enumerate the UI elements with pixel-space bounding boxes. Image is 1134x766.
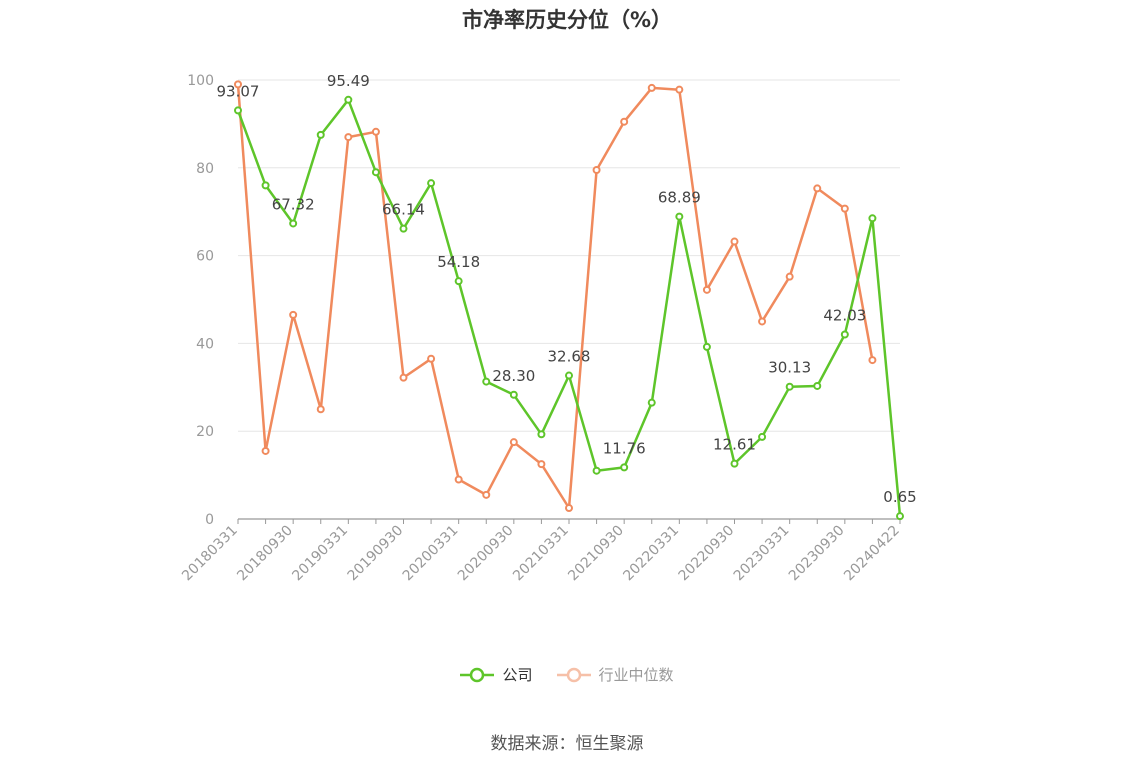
data-point-company [509, 390, 518, 399]
data-point-company [758, 432, 767, 441]
data-point-industry [344, 133, 353, 142]
x-tick-label: 20220331 [620, 523, 682, 585]
chart-title: 市净率历史分位（%） [461, 8, 673, 32]
data-point-company [785, 382, 794, 391]
data-point-industry [840, 204, 849, 213]
data-point-company [234, 106, 242, 115]
data-point-company [399, 224, 408, 233]
data-point-industry [592, 165, 601, 174]
data-label: 32.68 [548, 348, 591, 366]
x-tick-label: 20230331 [731, 523, 793, 585]
data-label: 42.03 [823, 306, 866, 324]
data-label: 93.07 [217, 82, 260, 100]
data-point-industry [427, 354, 436, 363]
series-line-company [236, 98, 902, 517]
data-point-company [371, 168, 380, 177]
data-label: 11.76 [603, 439, 646, 457]
data-point-industry [399, 373, 408, 382]
legend-industry-marker-icon [556, 667, 591, 682]
data-point-industry [565, 504, 573, 513]
series-line-industry [236, 84, 874, 510]
data-label: 30.13 [768, 359, 811, 377]
y-tick-label: 80 [196, 161, 214, 177]
x-tick-label: 20230930 [786, 523, 848, 585]
data-point-company [813, 381, 822, 390]
data-point-company [730, 459, 739, 468]
data-point-industry [316, 405, 325, 414]
data-point-company [647, 398, 656, 407]
data-point-company [702, 342, 711, 351]
data-point-company [261, 181, 270, 190]
data-source: 数据来源：恒生聚源 [490, 734, 644, 754]
data-point-company [482, 377, 491, 386]
data-label: 66.14 [382, 201, 425, 219]
data-point-industry [289, 310, 298, 319]
legend-item-company[interactable]: 公司 [460, 664, 533, 685]
data-point-industry [868, 356, 877, 365]
data-point-industry [620, 117, 629, 126]
data-point-industry [234, 80, 242, 89]
y-tick-label: 60 [196, 249, 214, 265]
data-point-company [868, 214, 877, 223]
data-point-industry [509, 438, 518, 447]
data-point-company [427, 179, 436, 188]
x-tick-label: 20180331 [179, 523, 241, 585]
data-point-company [675, 212, 684, 221]
data-point-industry [730, 237, 739, 246]
data-point-company [840, 330, 849, 339]
data-point-industry [537, 460, 546, 469]
data-point-industry [758, 317, 767, 326]
y-tick-label: 100 [187, 73, 214, 89]
x-tick-label: 20220930 [676, 523, 738, 585]
legend-label-company: 公司 [502, 666, 533, 684]
x-tick-label: 20200930 [455, 523, 517, 585]
legend-company-marker-icon [460, 667, 495, 682]
y-tick-label: 20 [196, 424, 214, 440]
data-label: 67.32 [272, 195, 315, 213]
data-label: 54.18 [437, 253, 480, 271]
data-label: 68.89 [658, 189, 701, 207]
data-point-company [289, 219, 298, 228]
x-tick-label: 20240422 [841, 523, 903, 585]
data-point-industry [454, 475, 463, 484]
data-point-industry [702, 285, 711, 294]
data-point-industry [371, 127, 380, 136]
data-point-industry [785, 272, 794, 281]
y-tick-label: 40 [196, 336, 214, 352]
data-label: 95.49 [327, 72, 370, 90]
x-tick-label: 20180930 [234, 523, 296, 585]
data-label: 28.30 [492, 367, 535, 385]
data-point-company [896, 512, 904, 521]
data-point-industry [675, 85, 684, 94]
legend-item-industry[interactable]: 行业中位数 [556, 664, 674, 685]
data-point-company [620, 463, 629, 472]
data-point-company [565, 371, 573, 380]
x-tick-label: 20210331 [510, 523, 572, 585]
x-tick-label: 20190930 [345, 523, 407, 585]
data-point-industry [261, 446, 270, 455]
data-point-company [537, 430, 546, 439]
data-label: 12.61 [713, 436, 756, 454]
data-label: 0.65 [883, 488, 916, 506]
data-point-industry [647, 83, 656, 92]
x-tick-label: 20210930 [565, 523, 627, 585]
legend: 公司 行业中位数 [0, 664, 1134, 685]
data-point-company [592, 466, 601, 475]
data-point-industry [482, 490, 491, 499]
x-tick-label: 20190331 [289, 523, 351, 585]
data-point-company [454, 277, 463, 286]
data-point-company [344, 95, 353, 104]
x-tick-label: 20200331 [400, 523, 462, 585]
data-point-company [316, 130, 325, 139]
y-tick-label: 0 [205, 512, 214, 528]
legend-label-industry: 行业中位数 [598, 666, 674, 684]
data-point-industry [813, 184, 822, 193]
